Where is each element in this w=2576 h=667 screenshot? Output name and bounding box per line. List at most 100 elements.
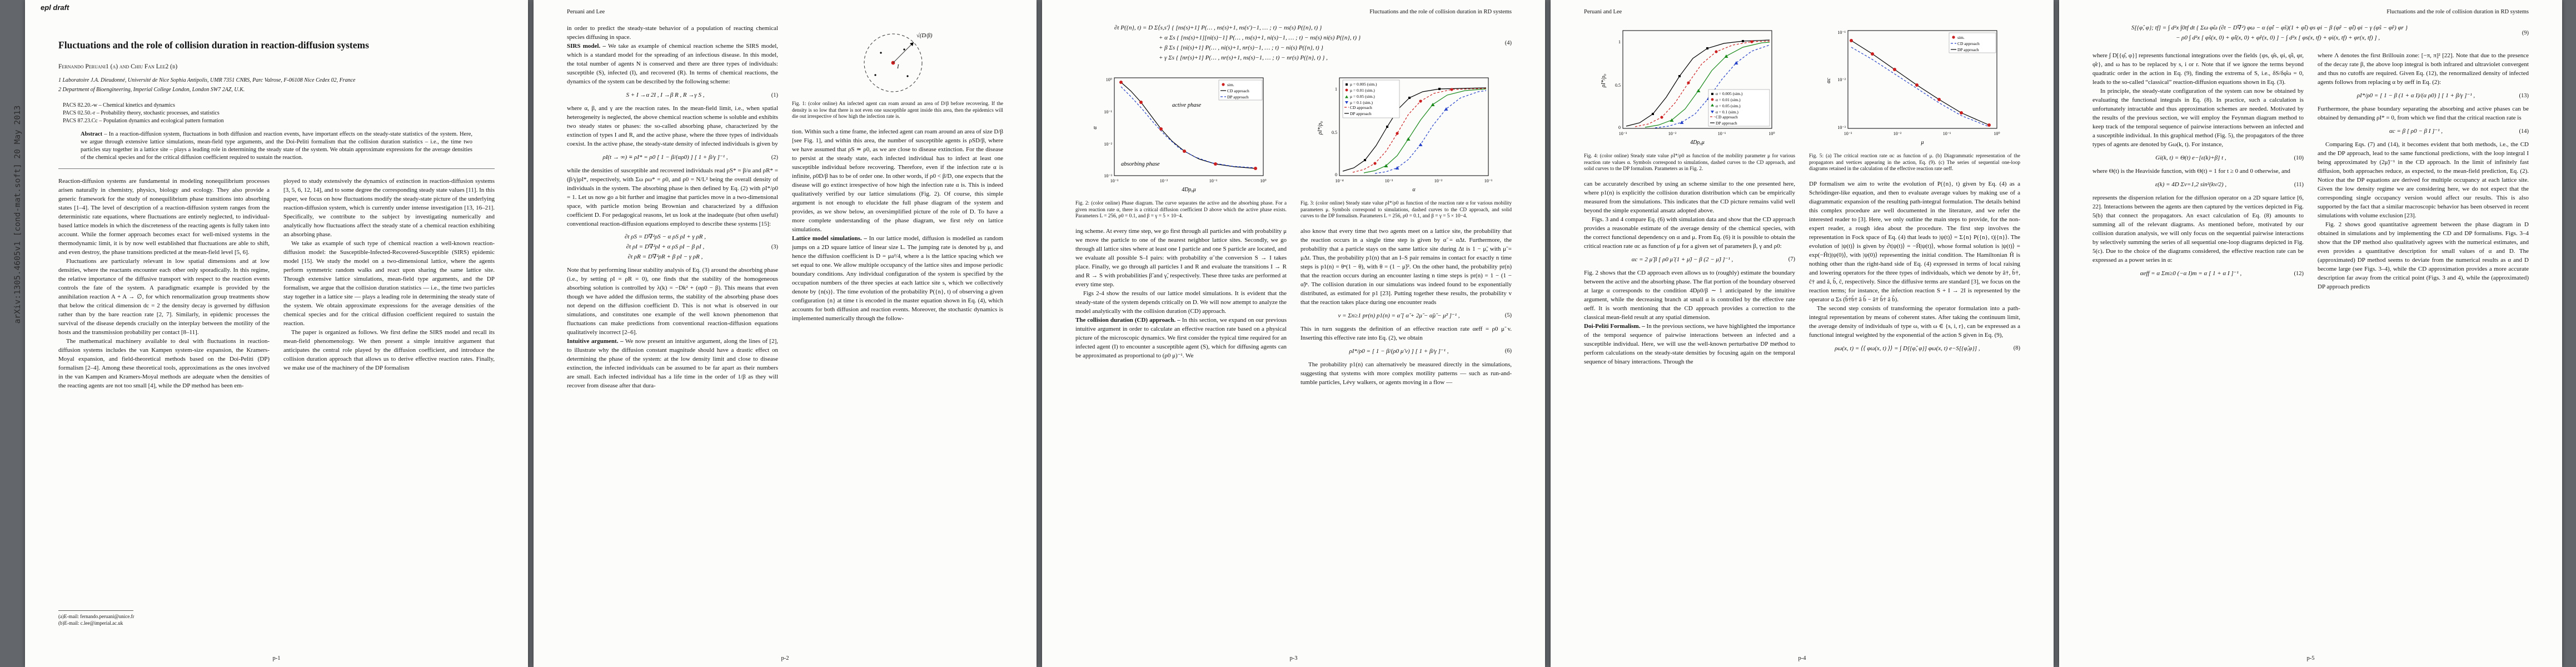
paragraph: Fluctuations are particularly relevant i…	[58, 258, 270, 336]
paragraph: Fig. 2 shows that the CD approach even a…	[1584, 269, 1795, 321]
equation-number: (3)	[771, 244, 778, 250]
paragraph: where ∫ D[{φ̂, φ}] represents functional…	[2092, 52, 2304, 86]
figure-1-sketch: I √(D/β)	[864, 32, 933, 92]
svg-text:sim.: sim.	[1227, 82, 1234, 87]
y-tick: 10⁻³	[1104, 173, 1112, 178]
equation-line: + β Σs { [ni(s)+1] P(… , ni(s)+1, nr(s)−…	[1159, 44, 1323, 51]
x-tick: 10⁻³	[1110, 178, 1119, 183]
body-columns: 10⁰ 10⁻¹ 10⁻² 10⁻³ 10⁻³ 10⁻² 10⁻¹ 10⁰ 4D…	[1075, 71, 1512, 600]
plot-frame	[1622, 30, 1772, 129]
pacs-block: PACS 82.20.-w – Chemical kinetics and dy…	[58, 102, 495, 125]
column-left: where ∫ D[{φ̂, φ}] represents functional…	[2092, 51, 2304, 613]
svg-text:α = 0.01 (sim.): α = 0.01 (sim.)	[1716, 97, 1741, 102]
equation-number: (12)	[2294, 270, 2304, 277]
figure-5-caption: Fig. 5: (a) The critical reaction rate α…	[1809, 153, 2020, 172]
paragraph: ployed to study extensively the dynamics…	[283, 178, 495, 238]
authors-line: Fernando Peruani1 (a) and Chiu Fan Lee2 …	[58, 63, 178, 70]
equation-line: ∂t ρR = D∇²ρR + β ρI − γ ρR ,	[627, 253, 703, 260]
y-axis-label: ρI*/ρ₀	[1317, 121, 1323, 135]
equation-number: (7)	[1788, 256, 1795, 262]
paragraph-text: We take as example of chemical reaction …	[567, 43, 778, 85]
equation-line: − ρ0 ∫ d²x [ φ̂s(x, 0) + φ̂i(x, 0) + φ̂r…	[2176, 34, 2380, 41]
pacs-line: PACS 02.50.-r – Probability theory, stoc…	[63, 110, 220, 116]
page-1-content: Fluctuations and the role of collision d…	[25, 0, 528, 667]
paragraph-text: In our lattice model, diffusion is model…	[792, 235, 1003, 322]
equation-number: (8)	[2013, 345, 2020, 351]
roaming-area-circle	[864, 33, 923, 92]
figure-5-plot: 10⁻¹ 10⁻² 10⁻³ 10⁻³ 10⁻² 10⁻¹ 10⁰ μ αc	[1826, 30, 2000, 146]
paragraph: The paper is organized as follows. We fi…	[283, 329, 495, 371]
figure-2-plot: 10⁰ 10⁻¹ 10⁻² 10⁻³ 10⁻³ 10⁻² 10⁻¹ 10⁰ 4D…	[1092, 77, 1267, 193]
radius-label: √(D/β)	[916, 32, 933, 39]
equation-3: ∂t ρS = D∇²ρS − α ρS ρI + γ ρR , ∂t ρI =…	[567, 233, 778, 261]
equation-number: (13)	[2519, 92, 2529, 99]
svg-text:μ = 0.005 (sim.): μ = 0.005 (sim.)	[1350, 82, 1377, 87]
page-footer: p-2	[781, 655, 789, 661]
section-heading: SIRS model. –	[567, 43, 606, 49]
paragraph: where Θ(t) is the Heaviside function, wi…	[2092, 168, 2290, 175]
page-footer: p-4	[1798, 655, 1806, 661]
svg-text:CD approach: CD approach	[1957, 41, 1980, 46]
legend: sim. CD approach DP approach	[1949, 32, 1996, 53]
paragraph: Comparing Eqs. (7) and (14), it becomes …	[2318, 141, 2529, 219]
y-axis-label: α	[1092, 126, 1098, 130]
y-tick: 0.5	[1615, 83, 1621, 88]
footnote-rule	[58, 610, 133, 611]
page-1: epl draft Fluctuations and the role of c…	[25, 0, 528, 667]
equation-body: ρω(x, t) = ⟨⟨ φω(x, t) ⟩⟩ = ∫ D[{φ̂, φ}]…	[1835, 345, 1980, 352]
pacs-line: PACS 82.20.-w – Chemical kinetics and dy…	[63, 102, 175, 108]
svg-text:DP approach: DP approach	[1957, 47, 1979, 52]
column-right: 1 0.5 0 10⁻⁴ 10⁻³ 10⁻² 10⁻¹ α ρI*/ρ₀	[1301, 71, 1512, 600]
paragraph: where α, β, and γ are the reaction rates…	[567, 105, 778, 147]
equation-line: + γ Σs { [nr(s)+1] P(… , nr(s)+1, ns(s)−…	[1159, 54, 1328, 61]
page-footer: p-1	[272, 655, 281, 661]
equation-body: ε(k) = 4D Σν=1,2 sin²(kν/2) ,	[2155, 181, 2227, 188]
paragraph: We take as example of such type of chemi…	[283, 240, 495, 327]
paragraph: Fig. 2 shows good quantitative agreement…	[2318, 221, 2529, 290]
x-tick: 10⁻²	[1894, 131, 1902, 136]
abstract: Abstract – In a reaction-diffusion syste…	[81, 131, 472, 162]
equation-12: αeff = α Σm≥0 (−α I)m = α [ 1 + α I ]⁻¹ …	[2092, 269, 2304, 278]
equation-2: ρI(t → ∞) ≡ ρI* = ρ0 [ 1 − β/(αρ0) ] [ 1…	[567, 153, 778, 162]
paragraph-text: We now present an intuitive argument, al…	[567, 338, 778, 389]
equation-lines: S[{φ̂, φ}; tf] = ∫ d²x ∫0tf dt { Σω φ̂ω …	[2092, 24, 2514, 42]
footnotes: (a)E-mail: fernando.peruani@unice.fr (b)…	[58, 610, 270, 626]
equation-number: (1)	[771, 92, 778, 98]
equation-10: Gi(k, t) = Θ(t) e−[ε(k)+β] t , (10)	[2092, 153, 2304, 162]
svg-text:DP approach: DP approach	[1350, 111, 1372, 116]
equation-body: ρI*/ρ0 = [ 1 − β (1 + α I)/(α ρ0) ] [ 1 …	[2356, 92, 2475, 99]
page-4: Peruani and Lee 1 0.5 0 10⁻³ 10⁻² 10⁻¹ 1…	[1551, 0, 2054, 667]
arxiv-stamp: arXiv:1305.4605v1 [cond-mat.soft] 20 May…	[13, 105, 22, 324]
x-tick: 10⁻²	[1668, 131, 1677, 136]
body-columns: Reaction-diffusion systems are fundament…	[58, 177, 495, 548]
equation-body: ρI*/ρ0 = [ 1 − β/(ρ0 μ̃ v) ] [ 1 + β/γ ]…	[1349, 347, 1449, 355]
equation-line: ∂t P({n}, t) = D Σ⟨s,s′⟩ { [ns(s)+1] P(……	[1114, 24, 1322, 31]
paragraph: This in turn suggests the definition of …	[1301, 325, 1512, 341]
legend: sim. CD approach DP approach	[1218, 79, 1263, 101]
equation-line: S[{φ̂, φ}; tf] = ∫ d²x ∫0tf dt { Σω φ̂ω …	[2131, 24, 2408, 31]
x-tick: 10⁻²	[1434, 178, 1443, 183]
svg-text:DP approach: DP approach	[1227, 94, 1249, 99]
paragraph: DP formalism we aim to write the evoluti…	[1809, 180, 2020, 303]
action-equation: S[{φ̂, φ}; tf] = ∫ d²x ∫0tf dt { Σω φ̂ω …	[2092, 24, 2529, 42]
y-tick: 1	[1618, 39, 1621, 44]
svg-text:DP approach: DP approach	[1716, 121, 1737, 126]
paragraph: The collision duration (CD) approach. – …	[1075, 316, 1287, 360]
x-tick: 10⁻³	[1844, 131, 1852, 136]
active-phase-label: active phase	[1172, 102, 1202, 108]
figure-5: 10⁻¹ 10⁻² 10⁻³ 10⁻³ 10⁻² 10⁻¹ 10⁰ μ αc	[1809, 25, 2020, 151]
y-tick: 10⁻²	[1104, 142, 1112, 147]
running-header: Peruani and Lee	[1584, 9, 1622, 15]
running-header: Fluctuations and the role of collision d…	[1369, 9, 1512, 15]
affiliation-2: 2 Department of Bioengineering, Imperial…	[58, 87, 245, 93]
column-left: in order to predict the steady-state beh…	[567, 24, 778, 633]
paragraph: also know that every time that two agent…	[1301, 227, 1512, 306]
equation-number: (2)	[771, 154, 778, 161]
x-tick: 10⁻³	[1385, 178, 1393, 183]
abstract-divider	[58, 168, 495, 169]
y-tick: 10⁰	[1106, 77, 1112, 82]
equation-body: αc = 2 μ̃ β [ ρ0 μ̃ (1 + μ̃) − β (2 − μ̃…	[1631, 256, 1733, 263]
y-tick: 10⁻¹	[1837, 30, 1846, 35]
y-tick: 0	[1335, 172, 1337, 177]
section-heading: The collision duration (CD) approach. –	[1075, 316, 1180, 323]
